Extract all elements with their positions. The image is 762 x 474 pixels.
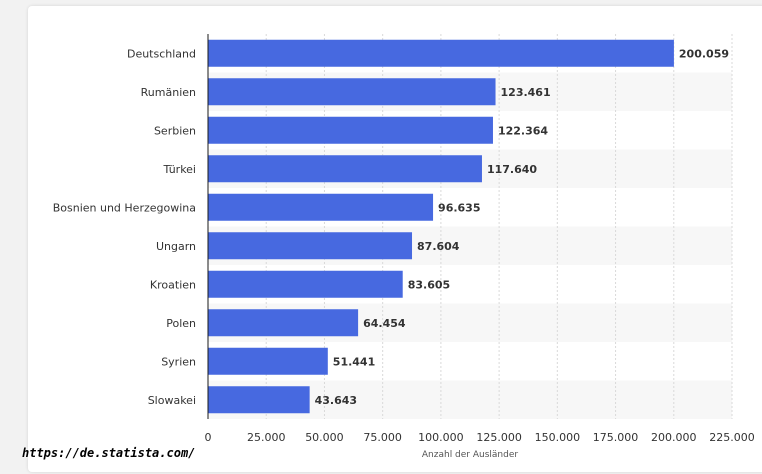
bar [208,309,359,337]
category-label: Türkei [162,163,196,176]
value-labels: 200.059 123.461 122.364 117.640 96.635 87.604… [315,47,729,407]
value-label: 123.461 [501,86,551,99]
bar [208,116,493,144]
x-tick-label: 25.000 [247,431,286,444]
x-tick-label: 125.000 [476,431,522,444]
x-tick-label: 75.000 [363,431,402,444]
value-label: 96.635 [438,201,480,214]
category-label: Bosnien und Herzegowina [53,201,196,214]
bar [208,193,434,221]
x-tick-label: 0 [205,431,212,444]
x-tick-labels: 0 25.000 50.000 75.000 100.000 125.000 150.000… [205,431,755,444]
category-label: Rumänien [141,86,196,99]
value-label: 83.605 [408,278,450,291]
bars [208,39,674,414]
category-label: Slowakei [148,394,196,407]
category-label: Deutschland [127,47,196,60]
x-tick-label: 150.000 [535,431,581,444]
x-axis-title: Anzahl der Ausländer [422,450,518,460]
source-url: https://de.statista.com/ [22,446,196,460]
bar [208,270,403,298]
x-tick-label: 200.000 [651,431,697,444]
x-tick-label: 100.000 [418,431,464,444]
value-label: 122.364 [498,124,548,137]
bar [208,386,310,414]
category-labels: Deutschland Rumänien Serbien Türkei Bosnien … [53,47,196,407]
category-label: Ungarn [156,240,196,253]
category-label: Syrien [161,355,196,368]
value-label: 64.454 [363,317,406,330]
bar [208,78,496,106]
category-label: Kroatien [150,278,196,291]
bar [208,232,413,260]
x-tick-label: 225.000 [709,431,755,444]
value-label: 51.441 [333,355,375,368]
x-tick-label: 175.000 [593,431,639,444]
value-label: 117.640 [487,163,537,176]
value-label: 43.643 [315,394,357,407]
bar [208,347,328,375]
x-tick-label: 50.000 [305,431,344,444]
category-label: Polen [166,317,196,330]
value-label: 87.604 [417,240,460,253]
bar [208,39,674,67]
bar [208,155,482,183]
category-label: Serbien [154,124,196,137]
value-label: 200.059 [679,47,729,60]
